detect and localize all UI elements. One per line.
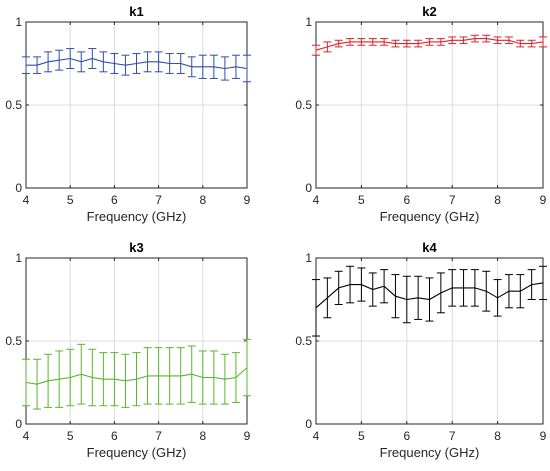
y-tick-label: 0.5 xyxy=(295,334,312,348)
y-tick-label: 0 xyxy=(15,181,22,195)
x-tick-label: 7 xyxy=(155,193,162,207)
series-line xyxy=(26,57,248,70)
error-bar xyxy=(243,338,251,397)
error-bar xyxy=(312,44,320,56)
subplot-k1: 4 5 6 7 8 9 0 0.5 1 k1 Frequency (GHz) xyxy=(5,4,251,224)
chart-title: k2 xyxy=(422,4,436,19)
x-tick-label: 6 xyxy=(111,193,118,207)
y-tick-label: 1 xyxy=(305,15,312,29)
subplot-k2: 4 5 6 7 8 9 0 0.5 1 k2 Frequency (GHz) xyxy=(295,4,547,224)
x-tick-label: 8 xyxy=(494,429,501,443)
y-tick-label: 0.5 xyxy=(295,98,312,112)
x-axis-label: Frequency (GHz) xyxy=(380,445,480,460)
y-tick-label: 1 xyxy=(15,15,22,29)
y-tick-label: 1 xyxy=(305,251,312,265)
y-tick-label: 0.5 xyxy=(5,98,22,112)
x-tick-label: 4 xyxy=(313,193,320,207)
y-tick-label: 0 xyxy=(305,417,312,431)
x-tick-label: 9 xyxy=(540,429,547,443)
x-tick-label: 6 xyxy=(403,429,410,443)
chart-title: k3 xyxy=(129,240,143,255)
x-tick-label: 8 xyxy=(199,429,206,443)
x-tick-label: 7 xyxy=(449,193,456,207)
series-line xyxy=(315,282,544,309)
y-tick-label: 0.5 xyxy=(5,334,22,348)
x-axis-label: Frequency (GHz) xyxy=(87,445,187,460)
subplot-k4: 4 5 6 7 8 9 0 0.5 1 k4 Frequency (GHz) xyxy=(295,240,547,460)
subplot-k3: 4 5 6 7 8 9 0 0.5 1 k3 Frequency (GHz) xyxy=(5,240,251,460)
x-tick-label: 5 xyxy=(358,429,365,443)
x-tick-label: 6 xyxy=(403,193,410,207)
series-line xyxy=(25,367,248,385)
x-tick-label: 5 xyxy=(358,193,365,207)
x-tick-label: 5 xyxy=(67,429,74,443)
x-axis-label: Frequency (GHz) xyxy=(380,209,480,224)
x-tick-label: 4 xyxy=(23,429,30,443)
chart-title: k1 xyxy=(129,4,143,19)
y-tick-label: 0 xyxy=(15,417,22,431)
x-tick-label: 7 xyxy=(449,429,456,443)
y-tick-label: 1 xyxy=(15,251,22,265)
x-tick-label: 9 xyxy=(244,193,251,207)
x-tick-label: 4 xyxy=(313,429,320,443)
y-tick-label: 0 xyxy=(305,181,312,195)
x-tick-label: 4 xyxy=(23,193,30,207)
series-line xyxy=(315,38,544,51)
x-tick-label: 7 xyxy=(155,429,162,443)
x-tick-label: 8 xyxy=(199,193,206,207)
x-tick-label: 8 xyxy=(494,193,501,207)
chart-title: k4 xyxy=(422,240,437,255)
x-tick-label: 5 xyxy=(67,193,74,207)
x-tick-label: 9 xyxy=(244,429,251,443)
x-axis-label: Frequency (GHz) xyxy=(87,209,187,224)
x-tick-label: 6 xyxy=(111,429,118,443)
x-tick-label: 9 xyxy=(540,193,547,207)
